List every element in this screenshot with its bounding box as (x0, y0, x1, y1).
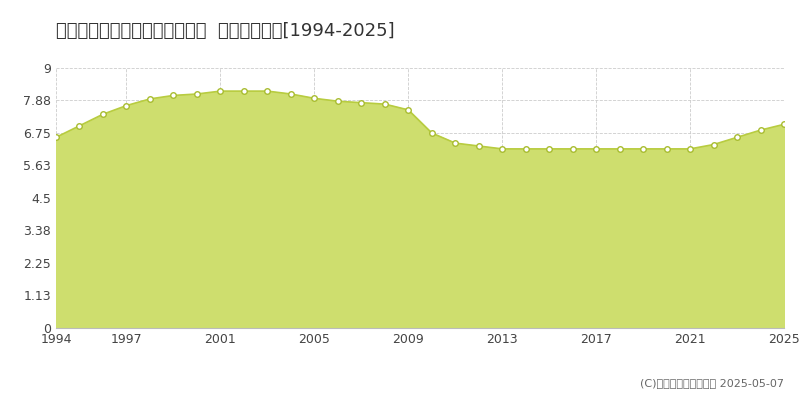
Text: (C)土地価格ドットコム 2025-05-07: (C)土地価格ドットコム 2025-05-07 (640, 378, 784, 388)
Text: 上川郡東神楽町ひじり野北一条  公示地価推移[1994-2025]: 上川郡東神楽町ひじり野北一条 公示地価推移[1994-2025] (56, 22, 394, 40)
